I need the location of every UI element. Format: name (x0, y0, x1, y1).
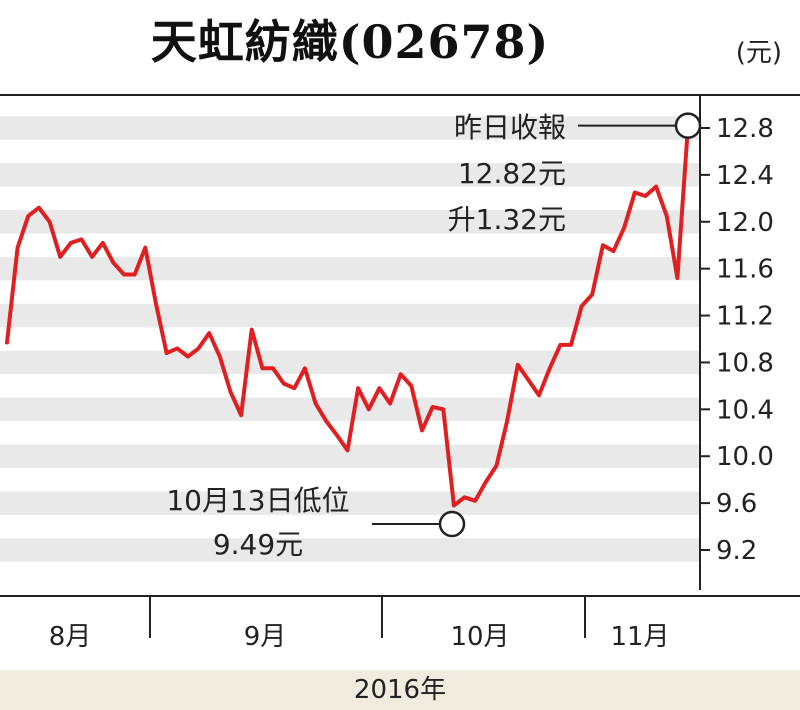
y-tick-label: 10.0 (716, 442, 774, 472)
month-label: 8月 (49, 622, 92, 652)
y-tick-label: 12.4 (716, 161, 774, 191)
y-ticks: 12.8 12.4 12.0 11.6 11.2 10.8 10.4 10.0 9.6 9.2 (700, 114, 774, 566)
y-tick-label: 10.8 (716, 348, 774, 378)
low-marker (438, 510, 466, 538)
unit-label: (元) (735, 38, 782, 68)
high-marker (674, 112, 702, 139)
grid-bands (0, 116, 700, 562)
y-tick-label: 9.6 (716, 489, 757, 519)
y-tick-label: 12.8 (716, 114, 774, 144)
grid-band (0, 538, 700, 562)
month-label: 9月 (244, 622, 287, 652)
grid-band (0, 350, 700, 375)
y-tick-label: 9.2 (716, 536, 757, 566)
month-label: 11月 (610, 622, 669, 652)
low-annotation-text: 10月13日低位 (166, 484, 349, 517)
y-tick-label: 12.0 (716, 208, 774, 238)
month-label: 10月 (450, 622, 509, 652)
grid-band (0, 444, 700, 468)
high-annotation-text: 昨日收報 (454, 111, 566, 144)
y-tick-label: 11.6 (716, 255, 774, 285)
grid-band (0, 163, 700, 187)
y-tick-label: 11.2 (716, 302, 774, 332)
high-annotation-text: 升1.32元 (448, 203, 566, 236)
high-annotation-text: 12.82元 (458, 157, 566, 190)
grid-band (0, 116, 700, 140)
grid-band (0, 256, 700, 281)
low-annotation-text: 9.49元 (213, 528, 303, 561)
year-label: 2016年 (353, 675, 447, 705)
grid-band (0, 210, 700, 234)
chart-title: 天虹紡織(02678) (150, 15, 550, 69)
grid-band (0, 397, 700, 422)
grid-band (0, 491, 700, 515)
y-tick-label: 10.4 (716, 395, 774, 425)
series-layer (5, 123, 690, 508)
year-band: 2016年 (0, 670, 800, 710)
price-line (5, 123, 690, 508)
month-axis: 8月 9月 10月 11月 (49, 597, 670, 652)
grid-band (0, 303, 700, 328)
